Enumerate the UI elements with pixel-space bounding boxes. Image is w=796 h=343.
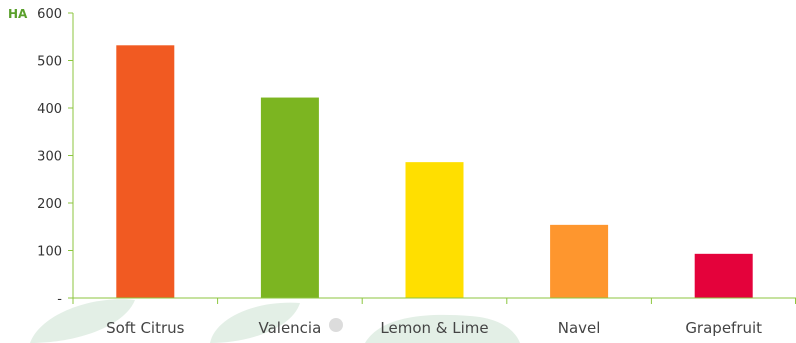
x-category-label: Navel xyxy=(558,319,601,337)
x-category-label: Soft Citrus xyxy=(106,319,185,337)
watermark-dot xyxy=(329,318,343,332)
y-tick-label: 600 xyxy=(37,7,62,22)
bars xyxy=(116,45,752,298)
y-tick-label: - xyxy=(57,292,62,307)
x-category-label: Valencia xyxy=(258,319,321,337)
y-tick-label: 200 xyxy=(37,197,62,212)
bar xyxy=(695,254,753,298)
y-axis: - 100 200 300 400 500 600 xyxy=(37,7,73,307)
y-tick-label: 100 xyxy=(37,245,62,260)
x-category-label: Grapefruit xyxy=(685,319,762,337)
x-category-label: Lemon & Lime xyxy=(380,319,488,337)
y-axis-unit-label: HA xyxy=(8,7,28,21)
y-tick-label: 300 xyxy=(37,150,62,165)
y-tick-label: 500 xyxy=(37,55,62,70)
bar xyxy=(116,45,174,298)
bar xyxy=(261,98,319,298)
bar xyxy=(406,162,464,298)
bar xyxy=(550,225,608,298)
y-tick-label: 400 xyxy=(37,102,62,117)
